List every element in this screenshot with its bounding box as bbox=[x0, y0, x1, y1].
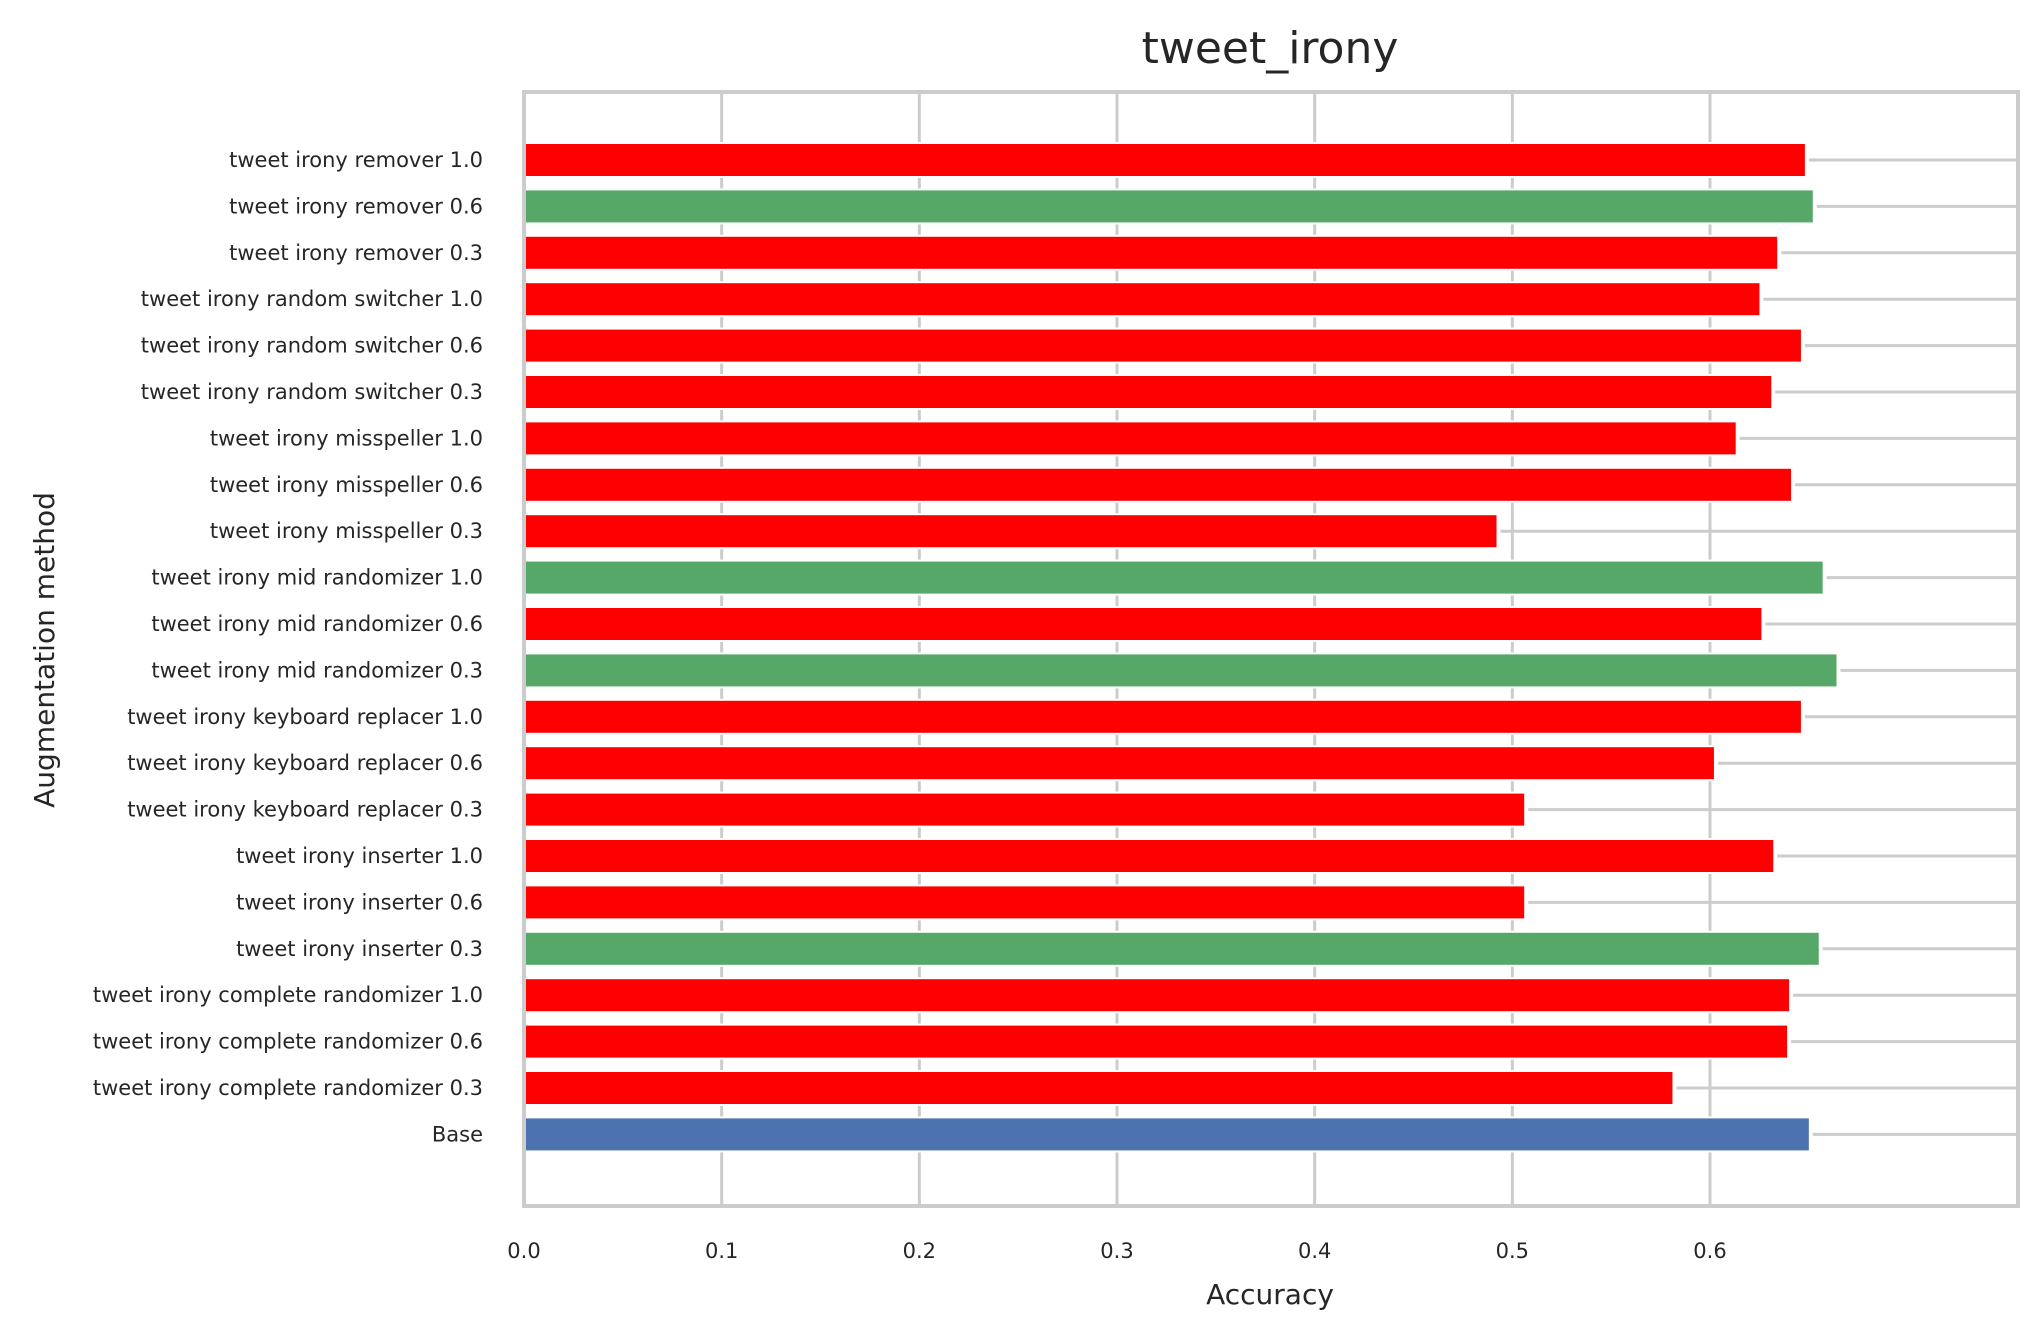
y-tick-label: tweet irony random switcher 0.3 bbox=[141, 380, 483, 404]
x-tick-label: 0.6 bbox=[1693, 1239, 1726, 1263]
y-tick-label: tweet irony mid randomizer 0.6 bbox=[151, 612, 483, 636]
y-tick-label: tweet irony inserter 0.3 bbox=[236, 937, 483, 961]
bar-tweet-irony-random-switcher-1-0 bbox=[524, 283, 1760, 316]
x-tick-labels: 0.0 0.1 0.2 0.3 0.4 0.5 0.6 bbox=[507, 1239, 1726, 1263]
x-tick-label: 0.4 bbox=[1298, 1239, 1331, 1263]
y-tick-label: tweet irony inserter 1.0 bbox=[236, 844, 483, 868]
y-tick-label: tweet irony complete randomizer 0.3 bbox=[93, 1076, 483, 1100]
bar-tweet-irony-misspeller-1-0 bbox=[524, 422, 1736, 455]
x-tick-label: 0.3 bbox=[1100, 1239, 1133, 1263]
bar-tweet-irony-misspeller-0-3 bbox=[524, 515, 1497, 548]
x-tick-label: 0.2 bbox=[903, 1239, 936, 1263]
x-axis-title: Accuracy bbox=[1206, 1278, 1334, 1311]
y-tick-label: tweet irony remover 0.6 bbox=[229, 194, 483, 218]
y-tick-label: tweet irony misspeller 0.6 bbox=[210, 473, 483, 497]
y-tick-labels: tweet irony remover 1.0 tweet irony remov… bbox=[93, 148, 483, 1146]
y-tick-label: tweet irony keyboard replacer 1.0 bbox=[127, 705, 483, 729]
bar-tweet-irony-inserter-1-0 bbox=[524, 840, 1774, 872]
y-tick-label: tweet irony keyboard replacer 0.6 bbox=[127, 751, 483, 775]
y-tick-label: tweet irony misspeller 0.3 bbox=[210, 519, 483, 543]
x-tick-label: 0.0 bbox=[507, 1239, 540, 1263]
y-tick-label: tweet irony remover 1.0 bbox=[229, 148, 483, 172]
y-tick-label: tweet irony misspeller 1.0 bbox=[210, 426, 483, 450]
y-tick-label: tweet irony mid randomizer 0.3 bbox=[151, 658, 483, 682]
x-tick-label: 0.5 bbox=[1496, 1239, 1529, 1263]
y-tick-label: tweet irony complete randomizer 1.0 bbox=[93, 983, 483, 1007]
y-tick-label: Base bbox=[432, 1122, 483, 1146]
x-tick-label: 0.1 bbox=[705, 1239, 738, 1263]
bar-tweet-irony-random-switcher-0-6 bbox=[524, 329, 1801, 362]
y-tick-label: tweet irony complete randomizer 0.6 bbox=[93, 1030, 483, 1054]
bar-tweet-irony-mid-randomizer-0-3 bbox=[524, 654, 1837, 687]
y-tick-label: tweet irony random switcher 0.6 bbox=[141, 334, 483, 358]
bar-tweet-irony-remover-0-6 bbox=[524, 190, 1813, 223]
y-tick-label: tweet irony remover 0.3 bbox=[229, 241, 483, 265]
y-tick-label: tweet irony inserter 0.6 bbox=[236, 890, 483, 914]
bar-tweet-irony-complete-randomizer-0-6 bbox=[524, 1025, 1788, 1058]
bar-layer bbox=[524, 142, 1841, 1153]
bar-tweet-irony-keyboard-replacer-0-6 bbox=[524, 747, 1714, 780]
bar-tweet-irony-mid-randomizer-1-0 bbox=[524, 561, 1823, 594]
plot-frame bbox=[522, 90, 2020, 1208]
bar-tweet-irony-misspeller-0-6 bbox=[524, 468, 1792, 501]
bar-base bbox=[524, 1118, 1809, 1151]
bar-tweet-irony-complete-randomizer-0-3 bbox=[524, 1072, 1673, 1104]
y-tick-label: tweet irony mid randomizer 1.0 bbox=[151, 566, 483, 590]
bar-tweet-irony-random-switcher-0-3 bbox=[524, 376, 1772, 408]
y-axis-title: Augmentation method bbox=[28, 492, 61, 808]
y-tick-label: tweet irony keyboard replacer 0.3 bbox=[127, 798, 483, 822]
frame-layer bbox=[522, 90, 2020, 1208]
bar-tweet-irony-remover-1-0 bbox=[524, 144, 1805, 176]
bar-tweet-irony-remover-0-3 bbox=[524, 236, 1778, 269]
chart-title: tweet_irony bbox=[1142, 23, 1399, 74]
y-tick-label: tweet irony random switcher 1.0 bbox=[141, 287, 483, 311]
bar-tweet-irony-keyboard-replacer-0-3 bbox=[524, 793, 1525, 826]
bar-tweet-irony-complete-randomizer-1-0 bbox=[524, 979, 1790, 1012]
bar-tweet-irony-inserter-0-6 bbox=[524, 886, 1525, 919]
bar-tweet-irony-mid-randomizer-0-6 bbox=[524, 608, 1762, 640]
bar-tweet-irony-inserter-0-3 bbox=[524, 932, 1819, 965]
bar-tweet-irony-keyboard-replacer-1-0 bbox=[524, 700, 1801, 733]
